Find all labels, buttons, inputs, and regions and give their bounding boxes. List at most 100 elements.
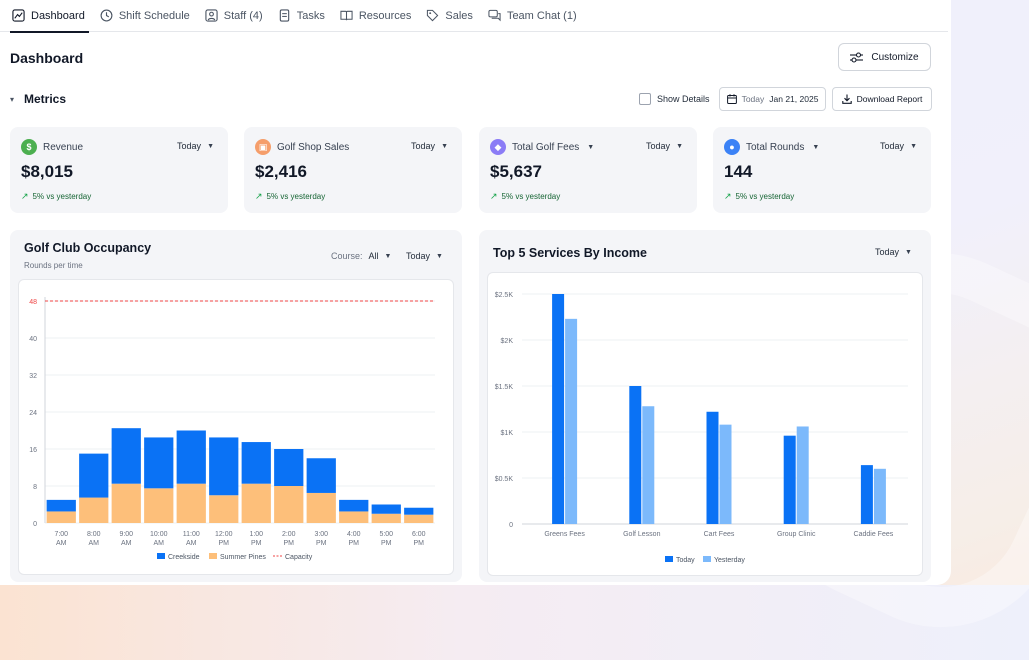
tab-shift-schedule[interactable]: Shift Schedule: [100, 0, 190, 32]
caret-down-icon[interactable]: ▼: [587, 143, 595, 151]
sliders-icon: [850, 51, 864, 63]
services-period: Today: [875, 247, 900, 257]
tab-team-chat[interactable]: Team Chat (1): [488, 0, 577, 32]
date-picker-button[interactable]: Today Jan 21, 2025: [719, 87, 826, 111]
y-tick-label: 0: [33, 521, 37, 528]
legend-swatch-yesterday: [703, 556, 711, 562]
download-report-button[interactable]: Download Report: [832, 87, 932, 111]
bar-summer-pines[interactable]: [176, 483, 206, 523]
bar-summer-pines[interactable]: [46, 511, 76, 523]
tab-resources[interactable]: Resources: [340, 0, 412, 32]
bar-today[interactable]: [860, 465, 873, 524]
tab-staff[interactable]: Staff (4): [205, 0, 263, 32]
bar-creekside[interactable]: [306, 458, 336, 493]
y-tick-label: 48: [29, 299, 37, 306]
services-panel: Top 5 Services By Income Today ▼ 0 $0.5K $…: [479, 230, 931, 582]
date-value: Jan 21, 2025: [769, 94, 819, 104]
tab-tasks[interactable]: Tasks: [278, 0, 325, 32]
document-icon: [279, 9, 289, 22]
bar-today[interactable]: [552, 294, 565, 524]
show-details-checkbox[interactable]: [639, 93, 651, 105]
card-period-select[interactable]: Today ▼: [411, 141, 448, 151]
bar-creekside[interactable]: [176, 430, 206, 484]
x-tick-label: Golf Lesson: [623, 531, 660, 538]
services-title: Top 5 Services By Income: [493, 246, 647, 260]
customize-button[interactable]: Customize: [838, 43, 931, 71]
user-square-icon: [205, 9, 218, 22]
x-tick-label: 12:00: [215, 531, 233, 538]
bar-yesterday[interactable]: [796, 426, 809, 524]
x-tick-label: 7:00: [54, 531, 68, 538]
total-golf-fees-card: ◆ Total Golf Fees ▼ Today ▼ $5,637 ↗ 5% vs…: [479, 127, 697, 213]
bar-yesterday[interactable]: [719, 424, 732, 524]
tab-label: Staff (4): [223, 9, 263, 22]
bar-today[interactable]: [629, 386, 642, 524]
card-period-select[interactable]: Today ▼: [880, 141, 917, 151]
y-tick-label: $0.5K: [495, 476, 514, 483]
card-trend: ↗ 5% vs yesterday: [724, 191, 794, 202]
bar-creekside[interactable]: [111, 428, 141, 484]
tab-label: Dashboard: [31, 9, 85, 22]
bar-summer-pines[interactable]: [111, 483, 141, 523]
card-value: $8,015: [21, 162, 73, 181]
bar-summer-pines[interactable]: [339, 511, 369, 523]
tab-sales[interactable]: Sales: [426, 0, 473, 32]
bar-today[interactable]: [706, 411, 719, 524]
bar-summer-pines[interactable]: [79, 497, 109, 523]
bar-creekside[interactable]: [79, 453, 109, 498]
y-tick-label: 8: [33, 484, 37, 491]
bar-creekside[interactable]: [46, 499, 76, 512]
golf-shop-sales-card: ▣ Golf Shop Sales Today ▼ $2,416 ↗ 5% vs y…: [244, 127, 462, 213]
y-tick-label: 40: [29, 336, 37, 343]
bar-creekside[interactable]: [404, 507, 434, 515]
caret-down-icon: ▼: [910, 142, 917, 150]
y-tick-label: 24: [29, 410, 37, 417]
occupancy-chart: 0 8 16 24 32 40 48 7:00 AM 8:00 AM 9:00 AM 10:00 AM 11:…: [18, 279, 454, 575]
caret-down-icon[interactable]: ▼: [812, 143, 820, 151]
caret-down-icon: ▼: [676, 142, 683, 150]
bar-yesterday[interactable]: [873, 468, 886, 524]
bar-creekside[interactable]: [371, 504, 401, 514]
bar-yesterday[interactable]: [565, 318, 578, 524]
legend-label: Yesterday: [714, 557, 745, 564]
bar-summer-pines[interactable]: [404, 514, 434, 523]
bar-creekside[interactable]: [339, 499, 369, 512]
book-icon: [340, 10, 353, 21]
x-tick-label: AM: [186, 540, 197, 547]
metrics-section-toggle[interactable]: ▾ Metrics: [10, 92, 66, 106]
card-trend: ↗ 5% vs yesterday: [490, 191, 560, 202]
bar-summer-pines[interactable]: [274, 486, 304, 523]
x-tick-label: 3:00: [314, 531, 328, 538]
bar-summer-pines[interactable]: [209, 495, 239, 523]
bar-summer-pines[interactable]: [306, 492, 336, 523]
tab-label: Resources: [358, 9, 412, 22]
occupancy-subtitle: Rounds per time: [24, 261, 83, 270]
bar-summer-pines[interactable]: [241, 483, 271, 523]
bar-yesterday[interactable]: [642, 406, 655, 524]
tab-dashboard[interactable]: Dashboard: [10, 0, 89, 33]
trend-up-icon: ↗: [255, 191, 263, 201]
bar-creekside[interactable]: [274, 449, 304, 486]
course-select[interactable]: Course: All ▼: [331, 251, 391, 261]
show-details-option[interactable]: Show Details: [639, 93, 710, 105]
x-tick-label: PM: [219, 540, 230, 547]
bar-creekside[interactable]: [241, 442, 271, 484]
y-tick-label: 32: [29, 373, 37, 380]
x-tick-label: PM: [316, 540, 327, 547]
card-trend: ↗ 5% vs yesterday: [255, 191, 325, 202]
trend-label: 5% vs yesterday: [266, 192, 326, 201]
card-period-label: Today: [646, 141, 671, 151]
bar-summer-pines[interactable]: [144, 488, 174, 523]
x-tick-label: 2:00: [282, 531, 296, 538]
bar-creekside[interactable]: [209, 437, 239, 496]
trend-up-icon: ↗: [21, 191, 29, 201]
bar-summer-pines[interactable]: [371, 513, 401, 523]
bar-today[interactable]: [783, 435, 796, 524]
services-period-select[interactable]: Today ▼: [875, 247, 912, 257]
card-period-select[interactable]: Today ▼: [177, 141, 214, 151]
x-tick-label: Caddie Fees: [854, 531, 894, 538]
card-label: Total Rounds: [746, 141, 805, 153]
card-period-select[interactable]: Today ▼: [646, 141, 683, 151]
bar-creekside[interactable]: [144, 437, 174, 489]
occupancy-period-select[interactable]: Today ▼: [406, 251, 443, 261]
